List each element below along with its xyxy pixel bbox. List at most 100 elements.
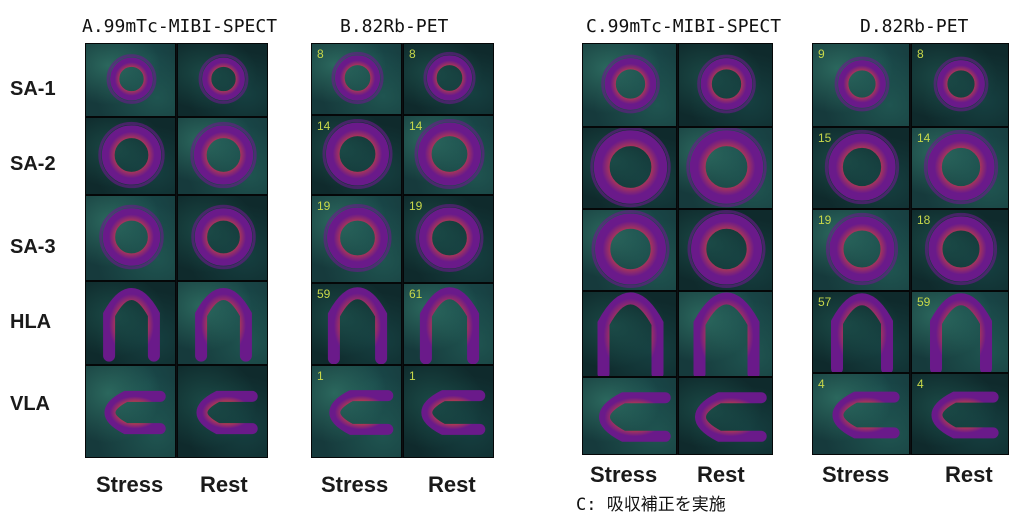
- panel-title-c: C.99mTc-MIBI-SPECT: [586, 16, 782, 37]
- horseshoe-myocardium: [196, 390, 258, 435]
- myocardium-ring: [325, 122, 390, 186]
- slice-b-vla-stress: 1: [311, 365, 402, 458]
- myocardium-ring: [689, 130, 764, 204]
- col-label-c-stress: Stress: [590, 462, 658, 487]
- myocardium-halo: [686, 128, 767, 208]
- myocardium-halo: [933, 56, 989, 112]
- myocardium-halo: [198, 54, 249, 104]
- myocardium-halo: [323, 203, 392, 273]
- slice-b-hla-rest: 61: [403, 283, 494, 365]
- slice-image: [834, 56, 890, 112]
- slice-a-hla-stress: [85, 281, 176, 365]
- myocardium-halo: [414, 118, 485, 190]
- slice-image: [825, 212, 899, 286]
- slice-c-sa3-stress: [582, 209, 677, 291]
- frame-number: 1: [409, 369, 416, 383]
- frame-number: 18: [917, 213, 931, 227]
- myocardium-halo: [601, 54, 660, 114]
- myocardium-ring: [927, 133, 995, 201]
- slice-b-sa1-rest: 8: [403, 43, 494, 115]
- slice-image: [597, 292, 664, 376]
- row-label-sa2: SA-2: [10, 153, 56, 175]
- slice-image: [697, 54, 756, 114]
- horseshoe-myocardium: [931, 391, 999, 439]
- slice-image: [831, 293, 893, 372]
- panel-title-a: A.99mTc-MIBI-SPECT: [82, 16, 278, 37]
- frame-number: 61: [409, 287, 423, 301]
- myocardium-ring: [102, 208, 161, 266]
- myocardium-halo: [687, 210, 766, 288]
- myocardium-ring: [690, 213, 763, 285]
- myocardium-halo: [99, 204, 164, 270]
- myocardium-ring: [334, 55, 381, 101]
- slice-a-sa2-stress: [85, 117, 176, 195]
- frame-number: 1: [317, 369, 324, 383]
- slice-c-vla-rest: [678, 377, 773, 455]
- myocardium-ring: [418, 207, 481, 269]
- frame-number: 4: [818, 377, 825, 391]
- horseshoe-myocardium: [599, 392, 671, 442]
- slice-image: [687, 210, 766, 288]
- panel-a-spect: [85, 43, 268, 458]
- slice-c-sa1-stress: [582, 43, 677, 127]
- myocardium-ring: [593, 130, 668, 204]
- slice-image: [686, 128, 767, 208]
- frame-number: 4: [917, 377, 924, 391]
- slice-b-sa1-stress: 8: [311, 43, 402, 115]
- row-label-vla: VLA: [10, 393, 50, 415]
- panel-title-b: B.82Rb-PET: [340, 16, 449, 37]
- myocardium-ring: [193, 125, 254, 185]
- horseshoe-myocardium: [930, 293, 992, 372]
- frame-number: 15: [818, 131, 832, 145]
- myocardium-ring: [838, 60, 886, 108]
- panel-title-d: D.82Rb-PET: [860, 16, 969, 37]
- slice-c-vla-stress: [582, 377, 677, 455]
- myocardium-ring: [426, 55, 473, 101]
- slice-image: [693, 292, 760, 376]
- slice-image: [322, 118, 393, 190]
- myocardium-halo: [322, 118, 393, 190]
- slice-d-sa3-rest: 18: [911, 209, 1009, 291]
- horseshoe-myocardium: [104, 390, 166, 435]
- slice-image: [106, 54, 157, 104]
- frame-number: 59: [317, 287, 331, 301]
- horseshoe-myocardium: [597, 292, 664, 376]
- col-label-a-rest: Rest: [200, 472, 248, 497]
- frame-number: 57: [818, 295, 832, 309]
- slice-a-vla-rest: [177, 365, 268, 458]
- slice-a-sa2-rest: [177, 117, 268, 195]
- slice-c-sa2-rest: [678, 127, 773, 209]
- slice-b-sa3-stress: 19: [311, 195, 402, 283]
- slice-image: [198, 54, 249, 104]
- horseshoe-myocardium: [831, 293, 893, 372]
- slice-image: [601, 54, 660, 114]
- horseshoe-myocardium: [327, 287, 388, 364]
- slice-image: [99, 204, 164, 270]
- myocardium-ring: [604, 58, 657, 110]
- myocardium-halo: [423, 51, 476, 105]
- frame-number: 8: [409, 47, 416, 61]
- slice-d-sa2-rest: 14: [911, 127, 1009, 209]
- slice-a-hla-rest: [177, 281, 268, 365]
- frame-number: 19: [818, 213, 832, 227]
- col-label-c-rest: Rest: [697, 462, 745, 487]
- frame-number: 9: [818, 47, 825, 61]
- slice-image: [421, 390, 486, 435]
- slice-b-hla-stress: 59: [311, 283, 402, 365]
- slice-image: [419, 287, 480, 364]
- myocardium-halo: [824, 129, 900, 205]
- myocardium-ring: [326, 207, 389, 269]
- myocardium-halo: [834, 56, 890, 112]
- myocardium-halo: [591, 210, 670, 288]
- myocardium-ring: [101, 125, 162, 185]
- row-label-sa1: SA-1: [10, 78, 56, 100]
- slice-image: [98, 121, 165, 189]
- myocardium-halo: [191, 204, 256, 270]
- slice-image: [196, 390, 258, 435]
- slice-d-hla-stress: 57: [812, 291, 910, 373]
- slice-image: [415, 203, 484, 273]
- myocardium-halo: [923, 129, 999, 205]
- panel-d-pet: 9 8 15 14 19 18 57 59 4 4: [812, 43, 1009, 455]
- col-label-d-rest: Rest: [945, 462, 993, 487]
- frame-number: 14: [409, 119, 423, 133]
